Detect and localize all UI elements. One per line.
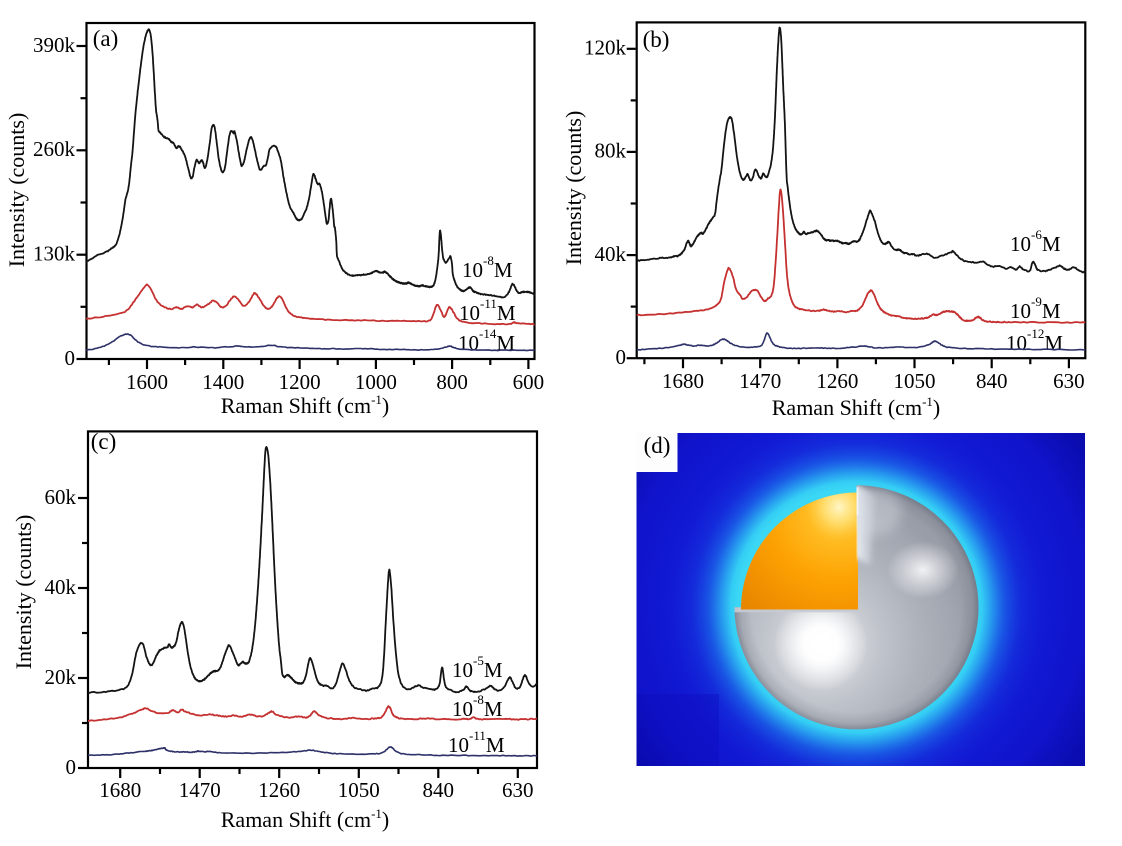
svg-text:20k: 20k bbox=[45, 665, 77, 689]
svg-text:Raman Shift (cm-1): Raman Shift (cm-1) bbox=[772, 394, 940, 420]
svg-text:0: 0 bbox=[65, 346, 76, 370]
svg-text:120k: 120k bbox=[584, 36, 627, 60]
svg-text:1050: 1050 bbox=[894, 369, 936, 393]
svg-text:1400: 1400 bbox=[202, 370, 244, 394]
svg-text:1050: 1050 bbox=[338, 778, 380, 802]
svg-text:0: 0 bbox=[616, 345, 627, 369]
svg-text:(d): (d) bbox=[644, 433, 671, 458]
svg-text:80k: 80k bbox=[595, 139, 627, 163]
svg-text:1470: 1470 bbox=[739, 369, 781, 393]
svg-text:Intensity (counts): Intensity (counts) bbox=[11, 515, 36, 670]
svg-text:1470: 1470 bbox=[179, 778, 221, 802]
svg-text:Intensity (counts): Intensity (counts) bbox=[561, 111, 586, 266]
svg-text:130k: 130k bbox=[33, 242, 76, 266]
svg-text:840: 840 bbox=[976, 369, 1008, 393]
svg-text:630: 630 bbox=[502, 778, 534, 802]
svg-text:Raman Shift (cm-1): Raman Shift (cm-1) bbox=[221, 392, 389, 418]
svg-text:60k: 60k bbox=[45, 485, 77, 509]
svg-text:Raman Shift (cm-1): Raman Shift (cm-1) bbox=[221, 806, 389, 832]
svg-text:40k: 40k bbox=[45, 575, 77, 599]
svg-text:840: 840 bbox=[423, 778, 455, 802]
svg-text:1260: 1260 bbox=[816, 369, 858, 393]
svg-text:0: 0 bbox=[66, 755, 77, 779]
svg-text:(a): (a) bbox=[93, 26, 119, 51]
svg-text:(b): (b) bbox=[643, 27, 670, 52]
svg-text:1200: 1200 bbox=[279, 370, 321, 394]
svg-text:1000: 1000 bbox=[355, 370, 397, 394]
svg-text:390k: 390k bbox=[33, 33, 76, 57]
svg-text:260k: 260k bbox=[33, 137, 76, 161]
svg-text:1680: 1680 bbox=[662, 369, 704, 393]
svg-text:1260: 1260 bbox=[258, 778, 300, 802]
svg-text:40k: 40k bbox=[595, 242, 627, 266]
svg-text:630: 630 bbox=[1053, 369, 1085, 393]
svg-text:1600: 1600 bbox=[126, 370, 168, 394]
svg-text:600: 600 bbox=[513, 370, 545, 394]
svg-text:1680: 1680 bbox=[99, 778, 141, 802]
svg-text:800: 800 bbox=[436, 370, 468, 394]
svg-text:Intensity (counts): Intensity (counts) bbox=[4, 113, 29, 268]
svg-text:(c): (c) bbox=[91, 429, 117, 454]
